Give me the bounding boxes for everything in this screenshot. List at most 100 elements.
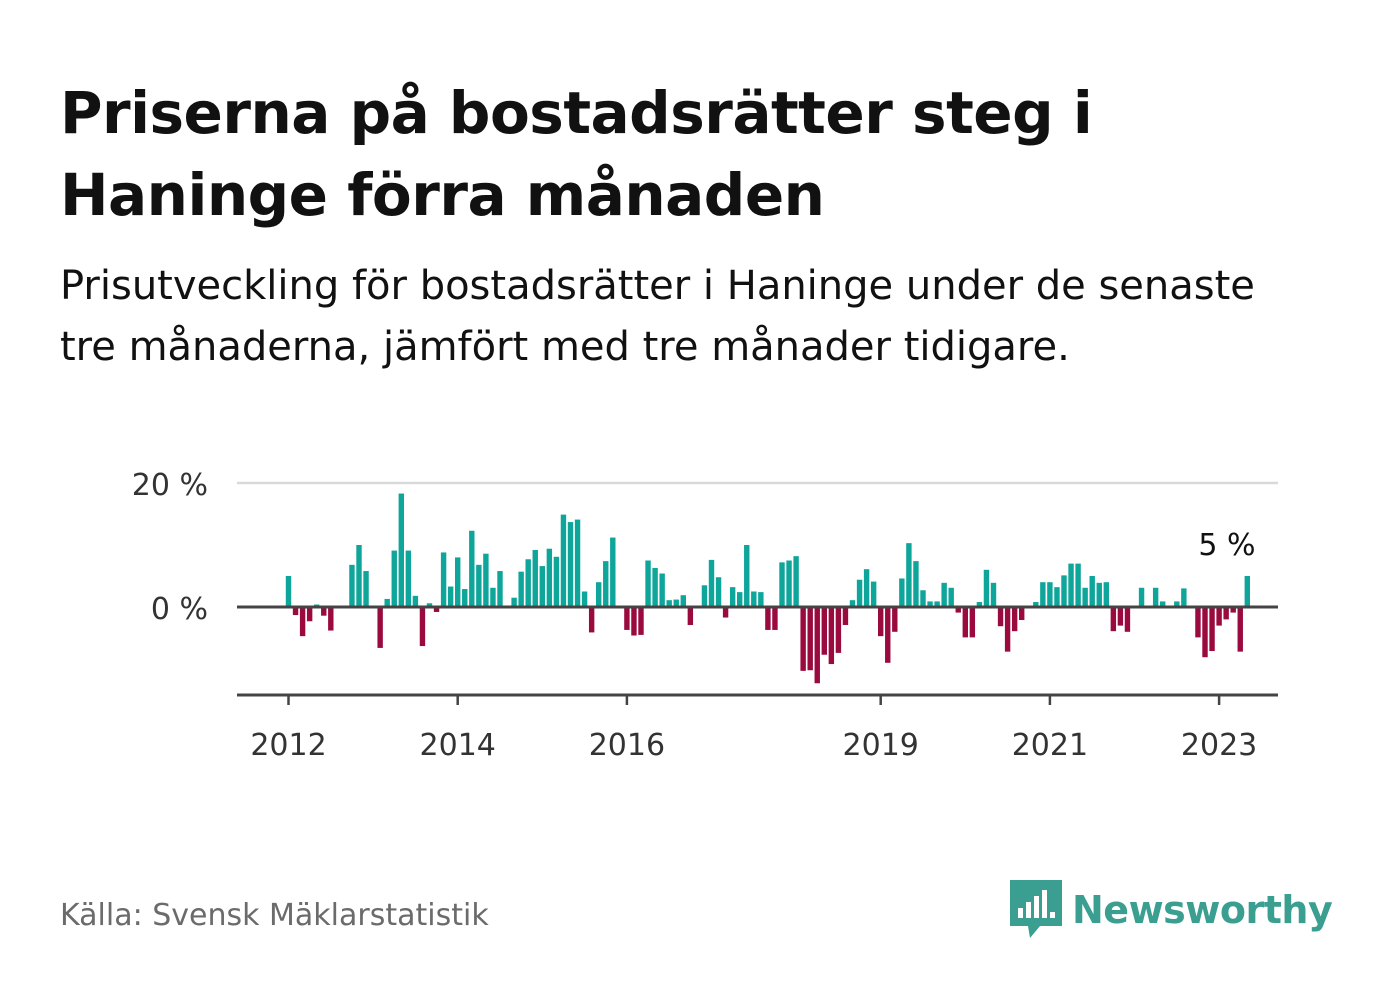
bar — [476, 564, 482, 607]
bar — [391, 550, 397, 607]
bar — [328, 607, 334, 631]
x-tick-label: 2014 — [420, 728, 496, 763]
bar — [1152, 587, 1159, 607]
bar — [356, 545, 362, 607]
bar — [539, 566, 545, 607]
bar — [828, 607, 835, 665]
bar — [814, 607, 820, 684]
bar — [581, 591, 588, 607]
newsworthy-logo-icon — [1010, 880, 1062, 938]
bar — [532, 549, 538, 607]
bar — [1082, 587, 1088, 607]
bar — [680, 595, 686, 607]
bar — [483, 553, 489, 607]
bar — [645, 560, 651, 607]
bar — [941, 582, 947, 607]
bar — [1103, 582, 1109, 607]
bar — [440, 552, 447, 607]
bar — [419, 607, 426, 647]
brand-name: Newsworthy — [1072, 888, 1333, 932]
bar — [920, 590, 926, 607]
bar — [292, 607, 299, 616]
bar — [744, 545, 750, 607]
bar — [906, 543, 912, 607]
x-tick-label: 2021 — [1012, 728, 1088, 763]
bar — [969, 607, 976, 638]
bar — [603, 561, 609, 607]
bar — [567, 522, 574, 607]
bar — [779, 562, 785, 607]
bar — [1195, 607, 1201, 638]
bar — [1181, 588, 1187, 607]
bar — [715, 577, 722, 607]
bar — [1019, 607, 1025, 621]
bar — [497, 571, 503, 607]
bar — [863, 569, 870, 607]
bar — [737, 592, 743, 607]
bar — [997, 607, 1004, 627]
bar — [455, 557, 461, 607]
bar — [962, 607, 968, 638]
bar — [1174, 601, 1180, 607]
bar — [751, 591, 757, 607]
bar — [433, 607, 440, 612]
bar — [1223, 607, 1229, 620]
bar — [426, 603, 433, 607]
bar — [934, 601, 940, 607]
bars-group — [285, 493, 1250, 684]
bar — [299, 607, 306, 637]
bar — [1089, 576, 1095, 607]
bar — [983, 569, 990, 607]
bar — [1209, 607, 1215, 652]
y-tick-label-20: 20 % — [132, 468, 208, 503]
bar — [525, 559, 531, 607]
bar — [1230, 607, 1236, 613]
bar — [1047, 582, 1053, 607]
bar — [835, 607, 842, 653]
bar-chart: 20 % 0 % 2012 2014 2016 2019 2021 2023 5 % — [132, 468, 1278, 763]
bar — [807, 607, 813, 671]
bar — [511, 597, 517, 607]
bar — [553, 556, 560, 607]
bar — [1110, 607, 1117, 632]
bar — [447, 586, 454, 607]
x-tick-label: 2019 — [843, 728, 919, 763]
bar — [624, 607, 630, 630]
bar — [363, 571, 369, 607]
x-axis-ticks: 2012 2014 2016 2019 2021 2023 — [250, 695, 1257, 763]
bar — [398, 493, 404, 607]
bar — [610, 537, 616, 607]
bar — [913, 561, 919, 607]
bar — [1061, 575, 1067, 607]
bar — [1096, 582, 1102, 607]
chart-subtitle: Prisutveckling för bostadsrätter i Hanin… — [60, 263, 1255, 370]
bar — [1138, 587, 1145, 607]
source-label: Källa: Svensk Mäklarstatistik — [60, 898, 489, 933]
bar — [849, 600, 856, 607]
bar — [666, 600, 672, 607]
bar — [765, 607, 771, 630]
bar — [377, 607, 383, 648]
bar — [1117, 607, 1124, 626]
bar — [885, 607, 891, 663]
bar — [870, 581, 877, 607]
bar — [1216, 607, 1222, 626]
bar — [490, 587, 496, 607]
bar — [588, 607, 595, 633]
bar — [955, 607, 961, 613]
bar — [976, 602, 983, 607]
bar — [708, 559, 715, 607]
bar — [673, 599, 679, 607]
bar — [574, 519, 581, 607]
bar — [384, 598, 390, 607]
last-value-annotation: 5 % — [1198, 528, 1255, 563]
bar — [1033, 602, 1039, 607]
bar — [856, 579, 863, 607]
bar — [772, 607, 778, 630]
bar — [821, 607, 827, 655]
bar — [412, 595, 419, 607]
bar — [652, 567, 658, 607]
chart-title: Priserna på bostadsrätter steg i Haninge… — [60, 79, 1093, 229]
bar — [285, 576, 292, 607]
bar — [469, 530, 475, 607]
